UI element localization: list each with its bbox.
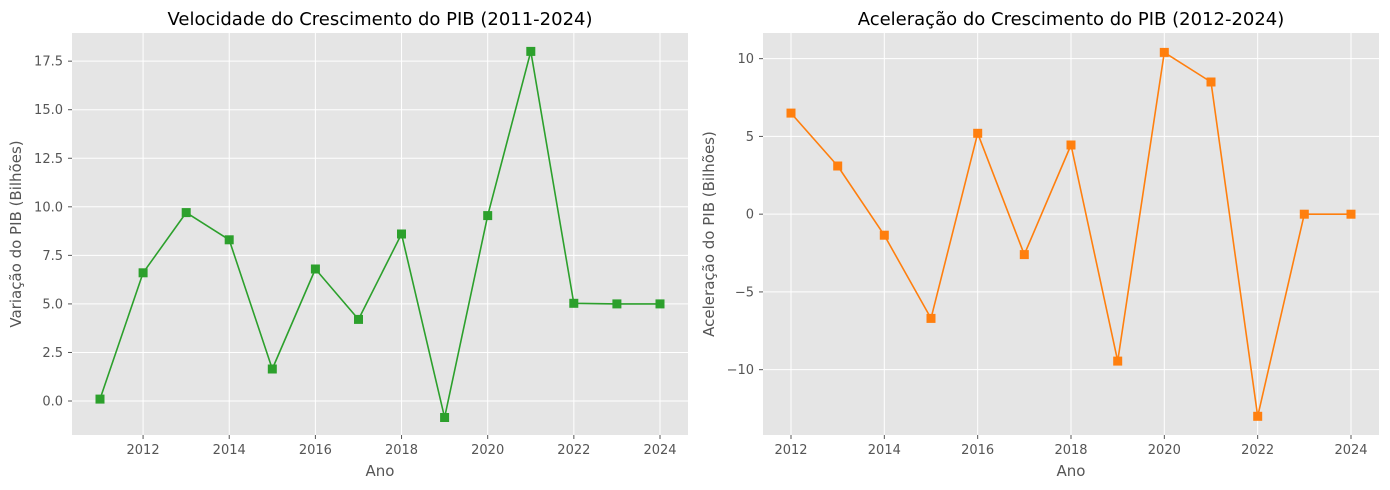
y-tick-label: 10.0: [34, 200, 63, 215]
y-tick-label: 17.5: [34, 55, 63, 70]
data-point: [833, 161, 843, 171]
data-point: [1113, 356, 1123, 366]
data-point: [138, 268, 148, 278]
data-point: [1346, 209, 1356, 219]
x-tick-label: 2022: [1241, 443, 1274, 458]
data-point: [526, 46, 536, 56]
x-axis-label: Ano: [1057, 462, 1086, 480]
chart-title: Aceleração do Crescimento do PIB (2012-2…: [858, 9, 1285, 30]
plot-area: [72, 33, 688, 435]
series-line: [99, 50, 660, 419]
acceleration-series: [786, 47, 1356, 421]
x-tick-label: 2016: [299, 443, 332, 458]
data-point: [879, 230, 889, 240]
y-axis-label: Variação do PIB (Bilhões): [7, 140, 25, 327]
data-point: [569, 298, 579, 308]
data-point: [1206, 77, 1216, 87]
data-point: [354, 314, 363, 324]
x-tick-label: 2018: [385, 443, 418, 458]
grid: [72, 33, 688, 435]
data-point: [612, 299, 622, 309]
y-tick-label: −5: [735, 285, 754, 300]
data-point: [1019, 250, 1029, 260]
y-tick-label: 0: [746, 208, 754, 223]
data-point: [95, 394, 105, 404]
y-tick-label: 12.5: [34, 152, 63, 167]
velocity-chart: 2012 2014 2016 2018 2020 2022 2024 0.0 2.5 5.0 7.5…: [7, 9, 688, 480]
data-point: [310, 264, 320, 274]
x-tick-label: 2012: [127, 443, 160, 458]
data-point: [483, 211, 493, 221]
y-tick-label: 7.5: [42, 249, 63, 264]
data-point: [973, 128, 983, 138]
data-point: [181, 208, 191, 218]
data-point: [267, 364, 277, 374]
tick-labels: 2012 2014 2016 2018 2020 2022 2024 −10 −5 0 5 10: [727, 52, 1368, 458]
x-tick-label: 2012: [774, 443, 807, 458]
x-tick-label: 2014: [213, 443, 246, 458]
x-tick-label: 2024: [1334, 443, 1367, 458]
y-tick-label: −10: [727, 363, 754, 378]
velocity-series: [95, 46, 665, 422]
y-tick-label: 0.0: [42, 395, 63, 410]
data-point: [1299, 209, 1309, 219]
data-point: [224, 235, 234, 245]
tick-labels: 2012 2014 2016 2018 2020 2022 2024 0.0 2.5 5.0 7.5…: [34, 55, 677, 458]
y-axis-label: Aceleração do PIB (Bilhões): [700, 131, 718, 337]
y-tick-label: 5: [746, 130, 754, 145]
data-point: [1066, 140, 1076, 150]
data-point: [786, 108, 796, 118]
data-point: [926, 313, 936, 323]
x-tick-label: 2016: [961, 443, 994, 458]
x-tick-label: 2018: [1054, 443, 1087, 458]
x-tick-label: 2014: [868, 443, 901, 458]
x-tick-label: 2024: [643, 443, 676, 458]
y-tick-label: 15.0: [34, 103, 63, 118]
y-tick-label: 5.0: [42, 297, 63, 312]
data-point: [397, 229, 406, 239]
acceleration-chart: 2012 2014 2016 2018 2020 2022 2024 −10 −5 0 5 10 Ac…: [700, 9, 1379, 480]
y-tick-label: 10: [737, 52, 754, 67]
data-point: [655, 299, 665, 309]
data-point: [1253, 411, 1263, 421]
x-axis-label: Ano: [366, 462, 395, 480]
x-tick-label: 2020: [471, 443, 504, 458]
data-point: [440, 413, 450, 422]
grid: [763, 33, 1379, 435]
x-tick-label: 2020: [1148, 443, 1181, 458]
x-tick-label: 2022: [557, 443, 590, 458]
y-tick-label: 2.5: [42, 346, 63, 361]
chart-title: Velocidade do Crescimento do PIB (2011-2…: [167, 9, 592, 30]
data-point: [1159, 47, 1169, 57]
